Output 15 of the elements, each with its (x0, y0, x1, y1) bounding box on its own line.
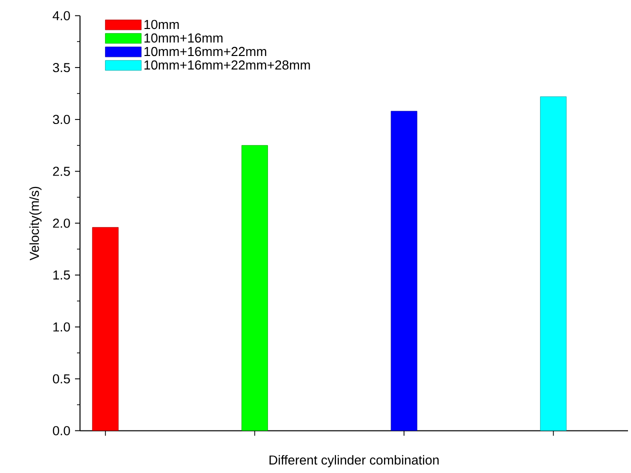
y-tick-label: 4.0 (52, 11, 70, 20)
y-tick-label: 0.0 (52, 426, 70, 436)
y-tick-label: 3.5 (52, 62, 70, 72)
y-tick-label: 1.5 (53, 270, 70, 280)
legend-label: 10mm (144, 20, 179, 30)
y-tick-label: 1.0 (53, 322, 70, 332)
y-tick-label: 3.0 (52, 114, 70, 124)
y-tick-label: 2.0 (53, 218, 70, 228)
legend-label: 10mm+16mm+22mm (144, 46, 266, 56)
y-tick-label: 2.5 (53, 166, 70, 176)
legend-label: 10mm+16mm+22mm+28mm (144, 60, 310, 70)
x-axis-title: Different cylinder combination (270, 455, 439, 468)
y-tick-label: 0.5 (52, 374, 70, 384)
y-axis-title: Velocity(m/s) (29, 186, 42, 260)
legend-label: 10mm+16mm (144, 33, 222, 43)
